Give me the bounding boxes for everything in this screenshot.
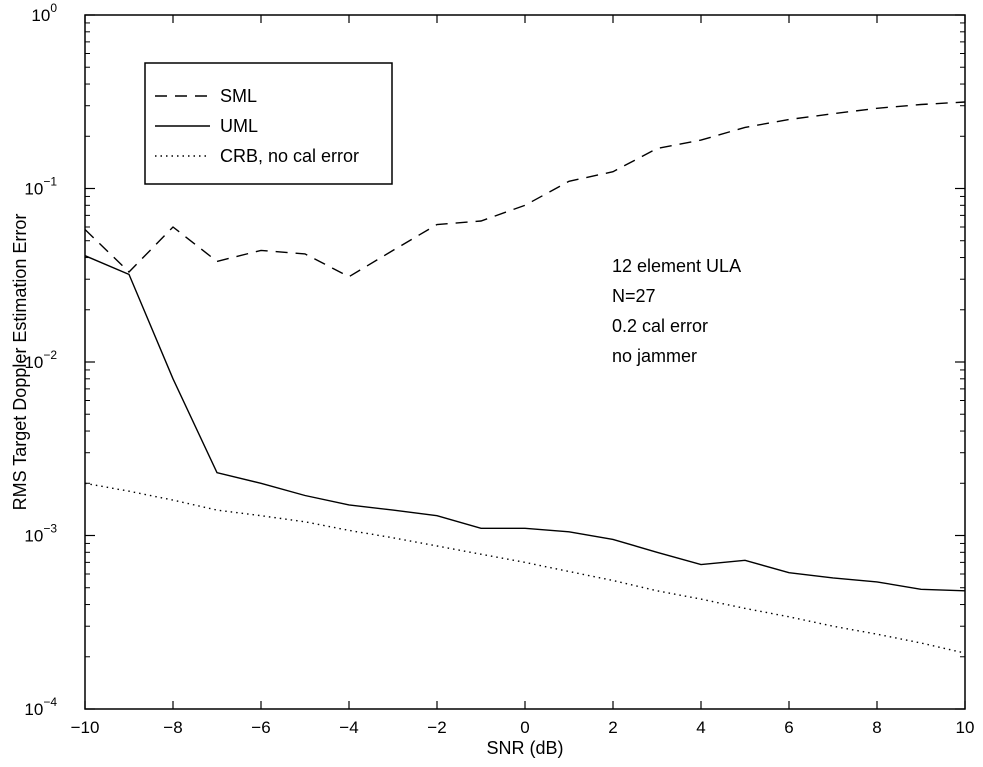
x-tick-label: −10: [71, 718, 100, 737]
series-line-sml: [84, 101, 966, 278]
x-tick-label: 4: [696, 718, 705, 737]
legend-label-crb: CRB, no cal error: [220, 146, 359, 166]
legend-box: [144, 62, 393, 185]
legend: SML UML CRB, no cal error: [144, 62, 393, 185]
x-tick-label: −6: [251, 718, 270, 737]
series-line-uml: [84, 255, 966, 592]
y-tick-label: 100: [31, 1, 57, 25]
series-layer: [84, 101, 966, 654]
x-tick-label: 2: [608, 718, 617, 737]
y-tick-label: 10−1: [24, 175, 57, 199]
x-tick-label: 10: [956, 718, 975, 737]
series-line-crb: [84, 482, 966, 654]
x-tick-label: 0: [520, 718, 529, 737]
y-tick-label: 10−2: [24, 348, 57, 372]
annotation-line: 12 element ULA: [612, 256, 741, 276]
y-axis-label: RMS Target Doppler Estimation Error: [10, 214, 30, 511]
y-tick-label: 10−3: [24, 522, 57, 546]
x-axis-label: SNR (dB): [486, 738, 563, 758]
annotation-line: 0.2 cal error: [612, 316, 708, 336]
legend-label-uml: UML: [220, 116, 258, 136]
x-tick-label: −2: [427, 718, 446, 737]
annotation-line: N=27: [612, 286, 656, 306]
y-tick-label: 10−4: [24, 695, 57, 719]
y-axis-ticks: 100 10−1 10−2 10−3 10−4: [24, 1, 965, 719]
legend-label-sml: SML: [220, 86, 257, 106]
x-tick-label: −8: [163, 718, 182, 737]
annotation-line: no jammer: [612, 346, 697, 366]
annotation-block: 12 element ULA N=27 0.2 cal error no jam…: [612, 256, 741, 366]
x-axis-ticks: −10 −8 −6 −4 −2 0 2 4 6 8 10: [71, 15, 975, 737]
x-tick-label: 6: [784, 718, 793, 737]
x-tick-label: 8: [872, 718, 881, 737]
x-tick-label: −4: [339, 718, 358, 737]
